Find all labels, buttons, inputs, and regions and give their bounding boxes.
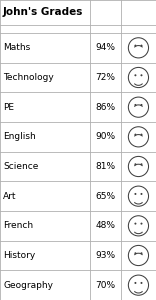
Circle shape [140, 282, 142, 284]
Text: Art: Art [3, 192, 17, 201]
Text: 86%: 86% [95, 103, 115, 112]
Circle shape [134, 163, 136, 165]
Text: English: English [3, 132, 36, 141]
Text: John's Grades: John's Grades [3, 7, 83, 17]
Text: 65%: 65% [95, 192, 115, 201]
Circle shape [140, 223, 142, 225]
Circle shape [140, 45, 142, 46]
Circle shape [134, 252, 136, 254]
Text: 72%: 72% [95, 73, 115, 82]
Text: Technology: Technology [3, 73, 54, 82]
Circle shape [134, 223, 136, 225]
Circle shape [140, 134, 142, 136]
Circle shape [140, 252, 142, 254]
Circle shape [140, 193, 142, 195]
Text: 94%: 94% [95, 43, 115, 52]
Text: Geography: Geography [3, 281, 53, 290]
Text: PE: PE [3, 103, 14, 112]
Circle shape [140, 74, 142, 76]
Text: 81%: 81% [95, 162, 115, 171]
Circle shape [134, 74, 136, 76]
Circle shape [134, 45, 136, 46]
Circle shape [140, 104, 142, 106]
Circle shape [134, 104, 136, 106]
Text: 48%: 48% [95, 221, 115, 230]
Text: Science: Science [3, 162, 38, 171]
Text: 90%: 90% [95, 132, 115, 141]
Text: Maths: Maths [3, 43, 30, 52]
Text: French: French [3, 221, 33, 230]
Circle shape [134, 193, 136, 195]
Text: 93%: 93% [95, 251, 115, 260]
Circle shape [134, 282, 136, 284]
Text: History: History [3, 251, 35, 260]
Circle shape [134, 134, 136, 136]
Circle shape [140, 163, 142, 165]
Text: 70%: 70% [95, 281, 115, 290]
